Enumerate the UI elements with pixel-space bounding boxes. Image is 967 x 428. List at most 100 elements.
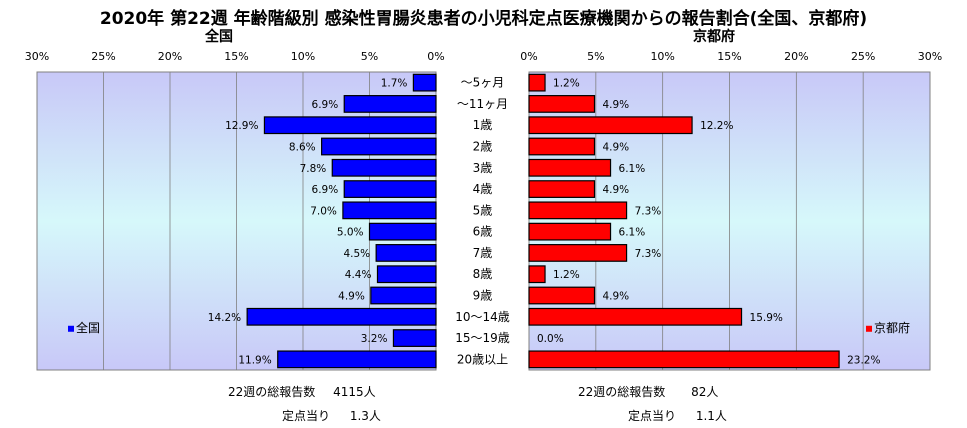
category-label: ～11ヶ月 (457, 97, 508, 111)
kyoto-bar (528, 286, 596, 305)
kyoto-bar (528, 137, 596, 156)
national-bar (376, 265, 437, 284)
kyoto-data-label: 15.9% (750, 312, 783, 324)
kyoto-bar (528, 222, 612, 241)
chart-title: 2020年 第22週 年齢階級別 感染性胃腸炎患者の小児科定点医療機関からの報告… (99, 9, 868, 29)
kyoto-tick-label: 5% (587, 50, 604, 63)
kyoto-summary: 22週の総報告数 82人 (578, 383, 718, 400)
national-per-point: 定点当り 1.3人 (282, 407, 381, 424)
national-bar (263, 116, 437, 135)
category-label: 9歳 (473, 289, 493, 303)
national-data-label: 6.9% (312, 99, 339, 111)
national-tick-label: 20% (158, 50, 182, 63)
kyoto-bar (528, 244, 628, 262)
kyoto-tick-label: 25% (851, 50, 875, 63)
kyoto-legend-swatch (866, 325, 872, 332)
kyoto-data-label: 4.9% (602, 291, 629, 303)
category-label: 7歳 (473, 246, 493, 260)
national-data-label: 4.9% (338, 291, 365, 303)
national-data-label: 4.5% (343, 248, 370, 260)
national-legend-swatch (68, 325, 74, 332)
category-label: 8歳 (473, 267, 493, 281)
national-bar (343, 180, 437, 198)
category-label: 2歳 (473, 140, 493, 154)
national-bar (375, 244, 437, 262)
kyoto-bar (528, 265, 546, 284)
national-data-label: 8.6% (289, 142, 316, 154)
national-per-point-value: 1.3人 (349, 409, 381, 423)
kyoto-bar (528, 73, 546, 92)
kyoto-per-point-value: 1.1人 (695, 409, 727, 423)
national-bar (277, 350, 437, 369)
national-per-point-label: 定点当り (282, 409, 331, 423)
category-label: 3歳 (473, 161, 493, 175)
kyoto-tick-label: 30% (918, 50, 942, 63)
category-label: 20歳以上 (457, 352, 508, 366)
kyoto-data-label: 1.2% (553, 269, 580, 281)
kyoto-tick-label: 20% (784, 50, 808, 63)
kyoto-tick-label: 15% (717, 50, 741, 63)
kyoto-bar (528, 350, 840, 369)
category-label: 6歳 (473, 225, 493, 239)
national-data-label: 7.0% (310, 205, 337, 217)
kyoto-bar (528, 158, 612, 177)
national-bar (342, 201, 437, 220)
kyoto-data-label: 0.0% (537, 333, 564, 345)
national-total-label: 22週の総報告数 (228, 385, 316, 399)
national-data-label: 3.2% (361, 333, 388, 345)
category-label: 10～14歳 (455, 310, 510, 324)
kyoto-data-label: 6.1% (619, 227, 646, 239)
national-data-label: 6.9% (312, 184, 339, 196)
kyoto-tick-label: 0% (520, 50, 537, 63)
kyoto-data-label: 7.3% (635, 205, 662, 217)
national-data-label: 11.9% (238, 354, 271, 366)
national-legend-label: 全国 (76, 320, 100, 335)
national-bar (368, 222, 437, 241)
national-tick-label: 5% (361, 50, 378, 63)
kyoto-bar (528, 180, 596, 198)
national-data-label: 7.8% (300, 163, 327, 175)
national-data-label: 14.2% (208, 312, 241, 324)
national-bar (246, 307, 437, 326)
kyoto-data-label: 6.1% (619, 163, 646, 175)
kyoto-per-point: 定点当り 1.1人 (628, 407, 727, 424)
national-data-label: 12.9% (225, 120, 258, 132)
kyoto-chart: 0% 5% 10% 15% 20% 25% 30% 1.2% 4.9% 12.2% 4.9% 6.1%… (520, 50, 942, 371)
category-label: 5歳 (473, 203, 493, 217)
national-tick-label: 0% (427, 50, 444, 63)
national-bar (392, 329, 437, 347)
kyoto-tick-label: 10% (650, 50, 674, 63)
national-bar (412, 73, 437, 92)
category-label: ～5ヶ月 (461, 76, 505, 90)
kyoto-bar (528, 307, 743, 326)
category-label: 15～19歳 (455, 331, 510, 345)
kyoto-data-label: 23.2% (847, 354, 880, 366)
national-bar (343, 95, 437, 113)
kyoto-per-point-label: 定点当り (628, 409, 677, 423)
national-summary: 22週の総報告数 4115人 (228, 383, 376, 400)
national-data-label: 4.4% (345, 269, 372, 281)
kyoto-data-label: 12.2% (700, 120, 733, 132)
kyoto-total-label: 22週の総報告数 (578, 385, 666, 399)
national-tick-label: 10% (291, 50, 315, 63)
kyoto-panel-title: 京都府 (693, 29, 735, 45)
category-labels: ～5ヶ月 ～11ヶ月 1歳 2歳 3歳 4歳 5歳 6歳 7歳 8歳 9歳 10～14歳 15～19歳 2… (455, 76, 510, 367)
national-chart: 30% 25% 20% 15% 10% 5% 0% 1.7% 6.9% 12.9% 8.6% 7.8%… (25, 50, 445, 371)
national-total-value: 4115人 (333, 385, 376, 399)
kyoto-total-value: 82人 (691, 385, 719, 399)
kyoto-data-label: 1.2% (553, 78, 580, 90)
national-bar (321, 137, 437, 156)
kyoto-bar (528, 116, 693, 135)
national-tick-label: 25% (91, 50, 115, 63)
kyoto-legend-label: 京都府 (874, 320, 910, 335)
national-tick-label: 30% (25, 50, 49, 63)
kyoto-data-label: 4.9% (602, 184, 629, 196)
national-bar (370, 286, 437, 305)
national-tick-label: 15% (224, 50, 248, 63)
national-data-label: 1.7% (381, 78, 408, 90)
kyoto-data-label: 4.9% (602, 99, 629, 111)
national-data-label: 5.0% (337, 227, 364, 239)
category-label: 4歳 (473, 182, 493, 196)
kyoto-bar (528, 95, 596, 113)
